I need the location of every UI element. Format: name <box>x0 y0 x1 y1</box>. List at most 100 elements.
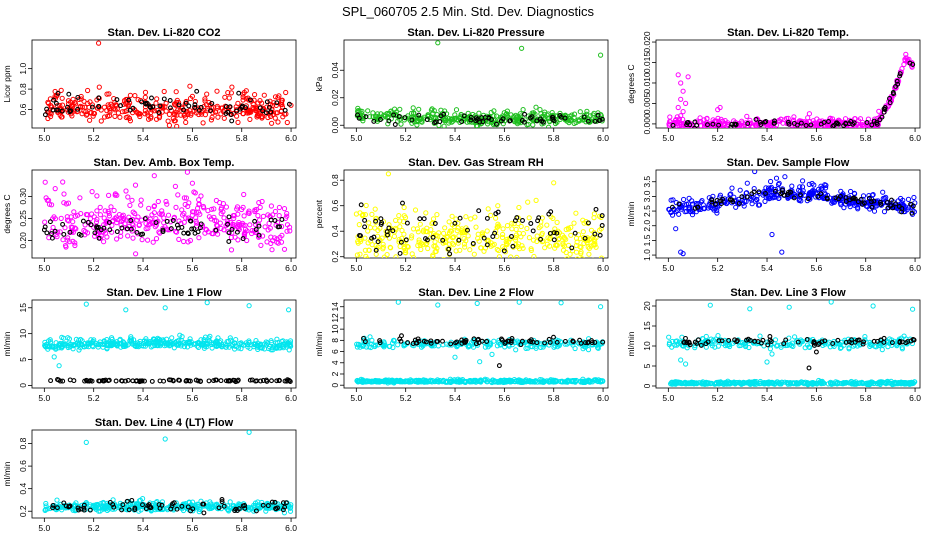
data-point <box>871 118 877 124</box>
x-tick-label: 5.6 <box>186 523 198 533</box>
data-point <box>87 117 93 123</box>
data-point <box>871 208 878 214</box>
data-point <box>393 254 399 258</box>
data-point <box>897 73 903 79</box>
data-point <box>111 207 117 214</box>
data-point <box>551 237 557 243</box>
data-point <box>92 230 98 236</box>
x-tick-label: 5.6 <box>498 133 510 143</box>
data-point <box>901 333 907 339</box>
data-point <box>409 117 415 123</box>
y-tick-label: 0.00 <box>330 117 340 134</box>
data-point <box>52 228 58 234</box>
data-point <box>142 216 148 222</box>
x-tick-label: 5.0 <box>350 133 362 143</box>
data-point <box>488 212 494 218</box>
data-point <box>703 341 709 347</box>
data-point <box>670 122 676 128</box>
data-point <box>478 377 484 383</box>
data-point <box>241 213 247 219</box>
data-point <box>83 112 90 118</box>
y-tick-label: 0.8 <box>18 83 28 95</box>
data-point <box>741 203 747 209</box>
data-point <box>246 97 252 103</box>
data-point <box>173 228 179 235</box>
panel-title: Stan. Dev. Sample Flow <box>727 157 850 169</box>
outlier-point <box>806 365 812 371</box>
data-point <box>183 119 189 126</box>
data-point <box>911 194 917 201</box>
data-point <box>87 216 94 222</box>
data-point <box>375 227 381 233</box>
y-axis-label: degrees C <box>626 64 636 103</box>
data-point <box>379 235 385 241</box>
data-point <box>100 377 106 383</box>
data-point <box>514 119 520 125</box>
data-point <box>173 204 179 210</box>
data-point <box>78 232 84 238</box>
data-point <box>520 218 525 223</box>
data-point <box>84 378 90 384</box>
x-tick-label: 5.6 <box>810 133 822 143</box>
data-point <box>548 209 554 215</box>
data-point <box>397 106 403 112</box>
data-point <box>553 242 559 248</box>
data-point <box>824 196 830 202</box>
data-point <box>72 225 78 231</box>
data-point <box>401 117 408 123</box>
data-point <box>239 341 245 347</box>
data-point <box>159 211 165 217</box>
data-point <box>718 201 724 207</box>
data-point <box>281 510 287 516</box>
data-point <box>779 379 785 385</box>
data-point <box>172 183 178 189</box>
data-point <box>255 213 261 219</box>
data-point <box>180 212 186 218</box>
data-point <box>281 246 288 252</box>
data-point <box>279 104 285 110</box>
data-point <box>774 379 780 385</box>
data-point <box>878 199 883 205</box>
data-point <box>542 340 548 346</box>
data-point <box>585 220 591 226</box>
data-point <box>247 222 253 228</box>
data-point <box>441 230 447 236</box>
x-tick-label: 5.8 <box>236 263 248 273</box>
data-point <box>564 256 570 258</box>
chart-panel: Stan. Dev. Li-820 Temp.degrees C5.0 5.2 5.… <box>626 27 921 143</box>
x-tick-label: 6.0 <box>285 393 297 403</box>
data-point <box>74 109 80 115</box>
data-point <box>378 117 383 122</box>
data-point <box>125 194 131 200</box>
data-point <box>143 220 149 227</box>
data-point <box>763 191 768 196</box>
data-point <box>586 245 593 251</box>
data-point <box>881 109 887 115</box>
data-point <box>495 209 501 215</box>
data-point <box>388 245 394 251</box>
data-point <box>191 226 197 232</box>
data-point <box>72 240 78 246</box>
data-point <box>838 344 844 351</box>
data-point <box>218 111 224 117</box>
data-point <box>223 344 229 350</box>
outlier-point <box>910 306 916 312</box>
data-point <box>685 380 691 386</box>
data-point <box>362 224 368 230</box>
x-tick-label: 5.0 <box>38 523 50 533</box>
data-point <box>145 237 151 243</box>
data-point <box>776 195 782 201</box>
data-point <box>396 114 402 119</box>
data-point <box>582 235 588 241</box>
data-point <box>544 222 550 228</box>
series-secondary <box>42 88 292 124</box>
data-point <box>380 343 386 349</box>
data-point <box>843 121 849 127</box>
data-point <box>778 344 784 350</box>
panel-title: Stan. Dev. Line 3 Flow <box>730 287 846 299</box>
data-point <box>217 200 223 206</box>
data-point <box>240 236 246 242</box>
data-point <box>540 119 546 125</box>
data-point <box>118 103 124 109</box>
